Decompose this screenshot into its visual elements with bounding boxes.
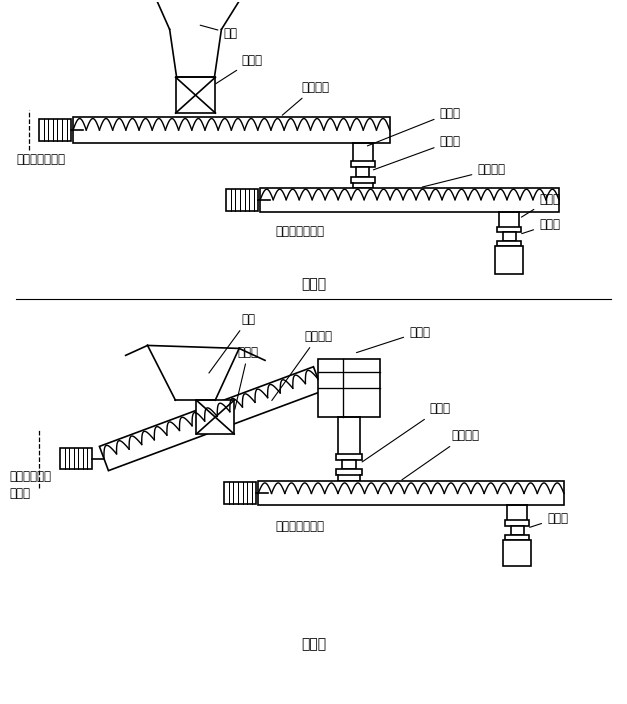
Bar <box>176 77 216 113</box>
Bar <box>510 526 524 534</box>
Text: 稳流螺旋电动机: 稳流螺旋电动机 <box>16 153 65 166</box>
Text: 下料口: 下料口 <box>367 106 460 146</box>
Bar <box>336 470 362 475</box>
Text: 计量螺旋电动机: 计量螺旋电动机 <box>275 520 325 533</box>
Polygon shape <box>100 367 322 471</box>
Bar <box>505 534 529 540</box>
Bar <box>224 482 256 504</box>
Bar <box>226 189 258 210</box>
Text: 稳流螺旋: 稳流螺旋 <box>282 81 329 115</box>
Bar <box>196 400 234 434</box>
Bar <box>351 177 375 183</box>
Text: 分格轮: 分格轮 <box>216 54 263 84</box>
Text: 软连接: 软连接 <box>530 512 568 527</box>
Bar <box>260 188 559 212</box>
Bar <box>318 360 380 417</box>
Bar <box>497 227 521 232</box>
Bar <box>60 448 92 470</box>
Text: 分格轮: 分格轮 <box>234 346 259 410</box>
Bar <box>258 482 564 505</box>
Text: 料仓: 料仓 <box>209 313 255 373</box>
Bar <box>505 520 529 526</box>
Bar <box>497 241 521 246</box>
Text: 下料口: 下料口 <box>522 193 560 217</box>
Bar <box>503 540 531 566</box>
Text: 软连接: 软连接 <box>522 218 560 234</box>
Text: 改造后: 改造后 <box>301 638 326 652</box>
Bar <box>342 460 356 470</box>
Bar <box>503 232 515 241</box>
Text: 计量螺旋: 计量螺旋 <box>422 163 505 187</box>
Text: 稳流螺旋: 稳流螺旋 <box>272 329 332 401</box>
Text: 稳流螺旋传动
电动机: 稳流螺旋传动 电动机 <box>9 470 51 501</box>
Text: 软连接: 软连接 <box>373 135 460 170</box>
Bar <box>495 246 523 275</box>
Text: 改造前: 改造前 <box>301 277 326 291</box>
Bar <box>336 453 362 460</box>
Bar <box>40 119 71 141</box>
Text: 软连接: 软连接 <box>362 402 450 462</box>
Text: 溢料箱: 溢料箱 <box>357 325 430 353</box>
Bar <box>356 167 369 177</box>
Text: 计量螺旋电动机: 计量螺旋电动机 <box>275 225 325 238</box>
Bar <box>73 117 389 143</box>
Text: 计量螺旋: 计量螺旋 <box>402 429 480 480</box>
Text: 料仓: 料仓 <box>200 25 238 40</box>
Bar <box>351 161 375 167</box>
